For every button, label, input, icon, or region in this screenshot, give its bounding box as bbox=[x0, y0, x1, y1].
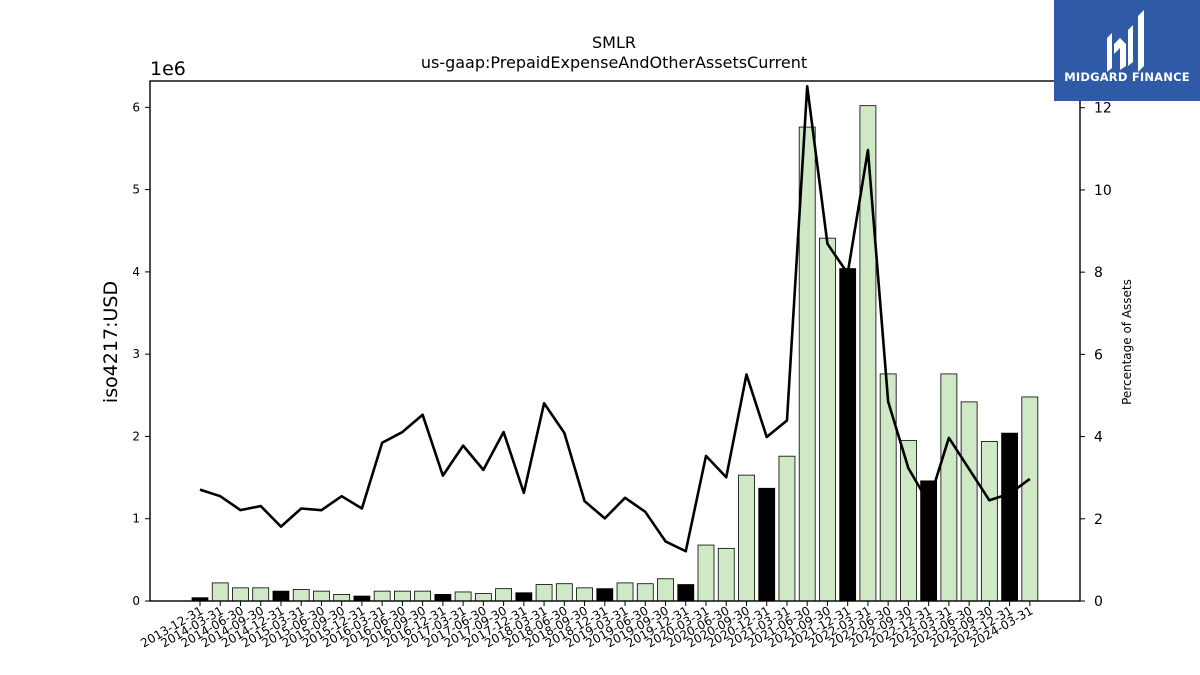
y-tick-label: 1 bbox=[132, 512, 140, 526]
y-axis-label: iso4217:USD bbox=[100, 281, 122, 403]
y2-tick-label: 8 bbox=[1094, 265, 1103, 281]
y-tick-label: 2 bbox=[132, 429, 140, 443]
bar-2014-03-31 bbox=[211, 582, 229, 602]
y2-axis-label: Percentage of Assets bbox=[1120, 279, 1134, 405]
bar-2022-06-30 bbox=[879, 373, 897, 602]
y-tick-label: 0 bbox=[132, 594, 140, 608]
y2-tick-label: 12 bbox=[1094, 101, 1112, 117]
bar-2016-12-31 bbox=[434, 594, 452, 602]
bar-2019-03-31 bbox=[616, 582, 634, 602]
bar-2015-09-30 bbox=[333, 594, 351, 602]
bar-2017-06-30 bbox=[474, 593, 492, 602]
bar-2016-09-30 bbox=[414, 590, 432, 602]
logo-text: MIDGARD FINANCE bbox=[1064, 70, 1190, 84]
bar-2020-12-31 bbox=[758, 487, 776, 602]
bar-2020-09-30 bbox=[738, 474, 755, 602]
bar-2018-09-30 bbox=[576, 587, 593, 602]
midgard-finance-logo: MIDGARD FINANCE bbox=[1054, 0, 1200, 101]
bar-2019-09-30 bbox=[657, 578, 674, 602]
y2-tick-label: 0 bbox=[1094, 594, 1103, 610]
bar-2015-03-31 bbox=[292, 589, 310, 602]
logo-mark-icon bbox=[1107, 10, 1144, 72]
bar-2018-12-31 bbox=[596, 588, 614, 602]
bar-2019-12-31 bbox=[677, 584, 695, 602]
bar-2015-12-31 bbox=[353, 595, 371, 602]
bar-2016-06-30 bbox=[393, 590, 411, 602]
bar-2019-06-30 bbox=[636, 583, 654, 602]
bar-2018-06-30 bbox=[555, 583, 573, 602]
y-multiplier-label: 1e6 bbox=[150, 58, 186, 80]
bar-2017-09-30 bbox=[495, 588, 513, 602]
bar-2014-06-30 bbox=[232, 587, 249, 602]
y-tick-label: 5 bbox=[132, 183, 140, 197]
bar-2023-12-31 bbox=[1001, 432, 1018, 602]
bar-2021-12-31 bbox=[839, 268, 857, 602]
bar-2021-03-31 bbox=[778, 455, 796, 602]
y-tick-label: 6 bbox=[132, 100, 140, 114]
bar-2014-09-30 bbox=[252, 587, 270, 602]
chart-title: SMLR bbox=[592, 33, 636, 52]
bar-2014-12-31 bbox=[272, 590, 290, 602]
y2-tick-label: 10 bbox=[1094, 183, 1112, 199]
bar-2020-03-31 bbox=[697, 544, 715, 602]
line-layer bbox=[199, 85, 1031, 553]
bar-2017-12-31 bbox=[515, 592, 533, 602]
chart-subtitle: us-gaap:PrepaidExpenseAndOtherAssetsCurr… bbox=[421, 53, 807, 72]
bar-2023-09-30 bbox=[980, 440, 998, 602]
bar-2021-09-30 bbox=[819, 237, 836, 602]
bar-2023-03-31 bbox=[940, 373, 958, 602]
bar-2024-03-31 bbox=[1021, 396, 1039, 602]
y2-tick-label: 2 bbox=[1094, 512, 1103, 528]
bar-2016-03-31 bbox=[373, 590, 391, 602]
y2-tick-label: 6 bbox=[1094, 347, 1103, 363]
bar-2020-06-30 bbox=[717, 547, 735, 602]
y-tick-label: 3 bbox=[132, 347, 140, 361]
bars-layer bbox=[191, 105, 1039, 602]
y-tick-label: 4 bbox=[132, 265, 140, 279]
y2-tick-label: 4 bbox=[1094, 430, 1103, 446]
bar-2018-03-31 bbox=[535, 584, 553, 602]
percentage-of-assets-line bbox=[199, 85, 1031, 553]
bar-2017-03-31 bbox=[454, 591, 472, 602]
bar-2023-06-30 bbox=[960, 401, 978, 602]
bar-2015-06-30 bbox=[313, 590, 330, 602]
plot-frame bbox=[149, 80, 1081, 602]
